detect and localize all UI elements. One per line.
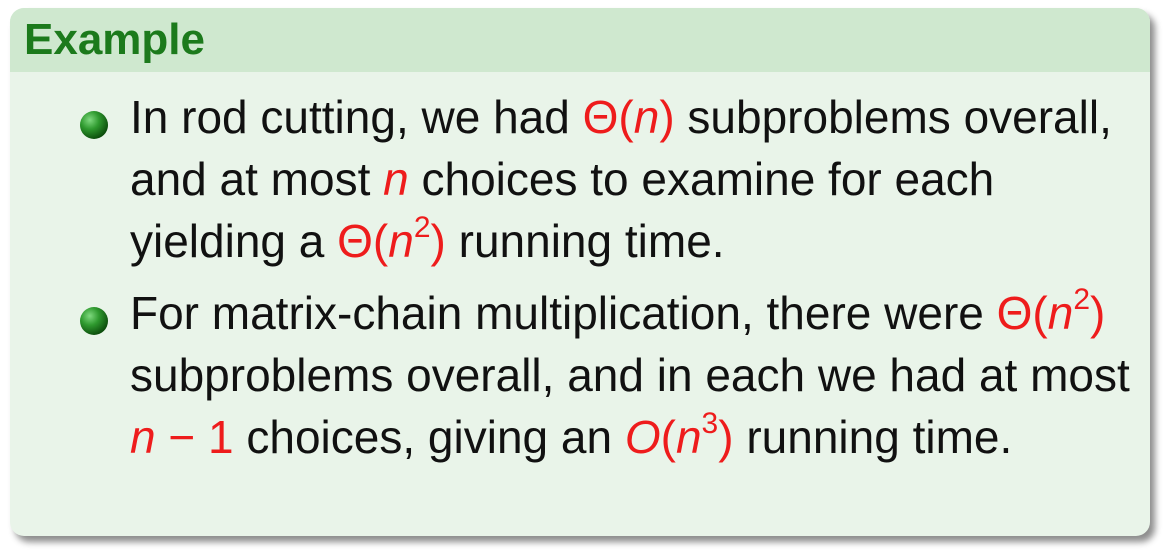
math-var: n bbox=[633, 91, 660, 143]
math-theta-n-squared: Θ(n2) bbox=[996, 284, 1106, 339]
bullet-icon bbox=[80, 111, 108, 139]
math-var: n bbox=[388, 215, 414, 267]
item-text: running time. bbox=[733, 411, 1013, 463]
item-text: running time. bbox=[445, 215, 725, 267]
math-theta-n: Θ(n) bbox=[583, 91, 675, 143]
math-theta: Θ( bbox=[582, 91, 634, 143]
math-var: n bbox=[130, 411, 156, 463]
math-theta: Θ( bbox=[996, 287, 1048, 339]
math-n-minus-1: n − 1 bbox=[130, 411, 234, 463]
block-title-bar: Example bbox=[10, 8, 1150, 72]
item-text: choices, giving an bbox=[233, 411, 625, 463]
item-text: In rod cutting, we had bbox=[130, 91, 583, 143]
math-exponent: 2 bbox=[1073, 282, 1091, 316]
math-theta: Θ( bbox=[337, 215, 389, 267]
math-var-n: n bbox=[383, 153, 409, 205]
math-paren: ( bbox=[660, 411, 676, 463]
math-var: n bbox=[1047, 287, 1074, 339]
math-exponent: 2 bbox=[413, 210, 431, 244]
math-paren: ) bbox=[1090, 287, 1106, 339]
list-item-matrix-chain: For matrix-chain multiplication, there w… bbox=[130, 282, 1140, 468]
example-block: Example In rod cutting, we had Θ(n) subp… bbox=[10, 8, 1150, 536]
item-text: subproblems overall, and at most bbox=[130, 91, 1112, 205]
item-text: choices to examine for each yielding a bbox=[130, 153, 995, 267]
math-paren: ) bbox=[718, 411, 734, 463]
math-big-o-n-cubed: O(n3) bbox=[624, 408, 734, 463]
bullet-icon bbox=[80, 307, 108, 335]
math-paren: ) bbox=[430, 215, 446, 267]
item-text: subproblems overall, and in each we had … bbox=[130, 349, 1130, 401]
math-minus-one: − 1 bbox=[155, 411, 234, 463]
math-exponent: 3 bbox=[701, 406, 719, 440]
math-paren: ) bbox=[659, 91, 675, 143]
math-var: n bbox=[675, 411, 702, 463]
item-text: For matrix-chain multiplication, there w… bbox=[130, 287, 997, 339]
block-title: Example bbox=[24, 15, 205, 64]
math-big-o: O bbox=[624, 411, 661, 463]
list-item-rod-cutting: In rod cutting, we had Θ(n) subproblems … bbox=[130, 86, 1140, 272]
math-theta-n-squared: Θ(n2) bbox=[337, 212, 446, 267]
